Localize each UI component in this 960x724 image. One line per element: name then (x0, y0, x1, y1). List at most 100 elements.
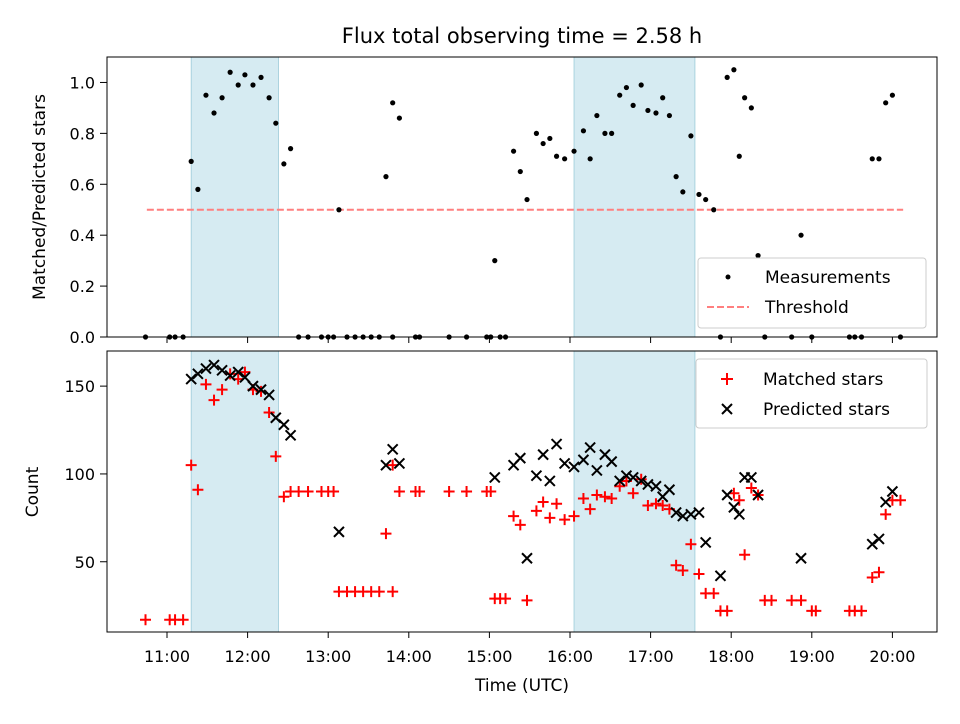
predicted-star-marker (663, 484, 676, 496)
measurement-point (188, 158, 194, 164)
matched-star-marker (657, 500, 669, 512)
top-legend-box (697, 257, 927, 329)
measurement-point (602, 130, 608, 136)
measurement-point (688, 133, 694, 139)
top-y-axis-label: Matched/Predicted stars (30, 94, 50, 300)
legend-measurement-marker (725, 274, 731, 280)
x-tick-label: 15:00 (466, 647, 512, 666)
predicted-star-marker (670, 506, 682, 519)
measurement-point (748, 105, 754, 111)
predicted-star-marker (605, 455, 618, 468)
observing-window-shade (573, 56, 696, 338)
measurement-point (211, 110, 217, 116)
measurement-point (540, 140, 546, 147)
predicted-star-marker (613, 475, 626, 487)
measurement-point (258, 74, 264, 80)
predicted-star-marker (263, 389, 275, 401)
matched-star-marker (584, 503, 596, 515)
predicted-star-marker (886, 485, 899, 498)
measurement-point (703, 196, 709, 203)
matched-star-marker (559, 514, 571, 526)
measurement-point (594, 112, 600, 119)
predicted-star-marker (693, 506, 705, 519)
bottom-axes-frame (106, 350, 938, 633)
matched-star-marker (577, 493, 589, 505)
predicted-star-marker (558, 457, 571, 470)
matched-star-marker (685, 538, 697, 550)
measurement-point (869, 156, 875, 162)
x-axis-label: Time (UTC) (474, 676, 569, 696)
measurement-point (396, 115, 402, 121)
measurement-point (266, 95, 272, 101)
predicted-star-marker (550, 438, 563, 450)
predicted-star-marker (200, 362, 212, 375)
matched-star-marker (185, 459, 197, 471)
measurement-point (623, 84, 630, 91)
predicted-star-marker (591, 464, 603, 477)
predicted-star-marker (393, 457, 406, 470)
bottom-y-ticks: 50 100 150 (64, 377, 107, 572)
predicted-star-marker (333, 526, 345, 538)
predicted-star-marker (873, 533, 885, 545)
matched-star-marker (856, 605, 868, 617)
legend-threshold-label: Threshold (764, 298, 849, 318)
measurement-point (696, 191, 702, 198)
matched-star-marker (745, 482, 757, 494)
predicted-star-marker (239, 371, 251, 384)
measurement-point (524, 196, 530, 203)
predicted-star-marker (714, 570, 727, 582)
predicted-star-marker (521, 552, 533, 564)
measurement-point (250, 82, 256, 88)
matched-star-marker (216, 384, 228, 396)
matched-star-marker (461, 486, 473, 497)
matched-star-marker (642, 500, 654, 512)
predicted-star-marker (386, 443, 399, 456)
matched-star-marker (810, 605, 822, 617)
measurement-point (273, 120, 279, 126)
matched-star-marker (500, 593, 512, 605)
measurement-point (755, 252, 761, 259)
measurement-point (645, 107, 651, 114)
measurement-point (680, 189, 686, 195)
matched-star-markers (140, 366, 906, 626)
predicted-star-marker (650, 480, 662, 492)
measurement-point (227, 69, 233, 75)
top-y-tick-label: 1.0 (70, 73, 95, 92)
top-x-ticks (166, 337, 893, 343)
predicted-star-marker (577, 454, 590, 466)
matched-star-marker (766, 594, 777, 606)
measurement-point (630, 102, 636, 108)
measurement-point (336, 207, 342, 213)
legend-matched-label: Matched stars (763, 370, 883, 390)
matched-star-marker (733, 494, 745, 506)
measurement-point (533, 130, 540, 136)
matched-star-marker (568, 510, 580, 522)
matched-star-marker (521, 594, 533, 606)
predicted-star-marker (627, 471, 639, 484)
chart-title: Flux total observing time = 2.58 h (342, 24, 702, 48)
matched-star-marker (192, 484, 204, 496)
matched-star-marker (537, 496, 549, 508)
measurement-point (609, 130, 615, 136)
legend-matched-marker (721, 373, 733, 385)
legend-measurements-label: Measurements (765, 268, 891, 288)
predicted-star-marker (745, 471, 758, 484)
predicted-star-marker (530, 469, 543, 482)
matched-star-marker (635, 473, 647, 485)
predicted-star-marker (208, 359, 220, 371)
measurement-point (510, 148, 517, 154)
predicted-star-marker (278, 419, 290, 431)
bottom-y-tick-label: 150 (64, 377, 95, 396)
measurement-point (587, 156, 593, 162)
top-y-tick-label: 0.0 (70, 328, 95, 347)
predicted-star-markers (185, 359, 899, 582)
predicted-star-marker (733, 508, 745, 521)
predicted-star-marker (232, 366, 244, 378)
matched-star-marker (140, 614, 152, 626)
matched-star-marker (508, 510, 520, 522)
measurement-point (203, 92, 209, 98)
predicted-star-marker (866, 538, 878, 550)
predicted-star-marker (635, 475, 647, 487)
measurement-point (235, 82, 241, 88)
x-tick-label: 18:00 (708, 647, 754, 666)
